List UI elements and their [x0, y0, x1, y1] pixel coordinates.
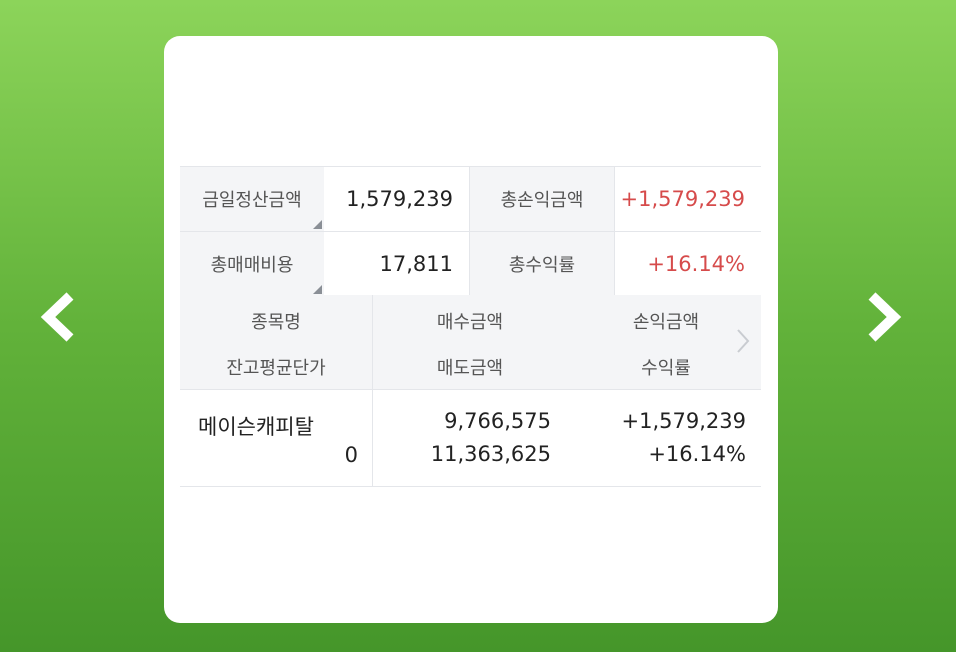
row-return-rate: +16.14%	[648, 442, 746, 466]
total-pnl-value: +1,579,239	[620, 187, 745, 211]
header-name-column	[180, 295, 373, 389]
row-pnl-amount: +1,579,239	[621, 409, 746, 433]
scroll-right-chevron-icon[interactable]	[736, 327, 750, 355]
settlement-amount-label[interactable]: 금일정산금액	[180, 167, 324, 231]
trading-cost-value: 17,811	[324, 232, 470, 296]
balance-card: 금일정산금액 1,579,239 총손익금액 +1,579,239 총매매비용 …	[164, 36, 778, 623]
row-buy-amount: 9,766,575	[444, 409, 551, 433]
header-stock-name: 종목명	[251, 312, 301, 333]
header-sell-amount: 매도금액	[436, 358, 504, 379]
settlement-amount-label-text: 금일정산금액	[202, 190, 302, 211]
corner-triangle-icon	[313, 220, 322, 229]
chevron-right-icon	[868, 292, 902, 342]
total-pnl-label: 총손익금액	[470, 167, 615, 231]
holdings-header: 종목명 잔고평균단가 매수금액 매도금액 손익금액 수익률	[180, 295, 761, 390]
chevron-left-icon	[40, 292, 74, 342]
trading-cost-label-text: 총매매비용	[210, 255, 294, 276]
total-return-value: +16.14%	[647, 252, 745, 276]
header-return-rate: 수익률	[641, 358, 691, 379]
prev-button[interactable]	[36, 286, 80, 348]
total-return-label: 총수익률	[470, 232, 615, 296]
next-button[interactable]	[862, 286, 906, 348]
header-avg-price: 잔고평균단가	[226, 358, 326, 379]
row-avg-price: 0	[344, 443, 358, 467]
summary-table: 금일정산금액 1,579,239 총손익금액 +1,579,239 총매매비용 …	[180, 166, 761, 297]
header-pnl-amount: 손익금액	[632, 312, 700, 333]
trading-cost-label[interactable]: 총매매비용	[180, 232, 324, 296]
summary-row: 총매매비용 17,811 총수익률 +16.14%	[180, 232, 761, 297]
corner-triangle-icon	[313, 285, 322, 294]
settlement-amount-value: 1,579,239	[324, 167, 470, 231]
row-name-column	[180, 390, 373, 486]
header-buy-amount: 매수금액	[436, 312, 504, 333]
summary-row: 금일정산금액 1,579,239 총손익금액 +1,579,239	[180, 167, 761, 232]
table-row[interactable]: 메이슨캐피탈 0 9,766,575 11,363,625 +1,579,239…	[180, 390, 761, 487]
row-stock-name: 메이슨캐피탈	[198, 415, 314, 439]
row-sell-amount: 11,363,625	[430, 442, 551, 466]
